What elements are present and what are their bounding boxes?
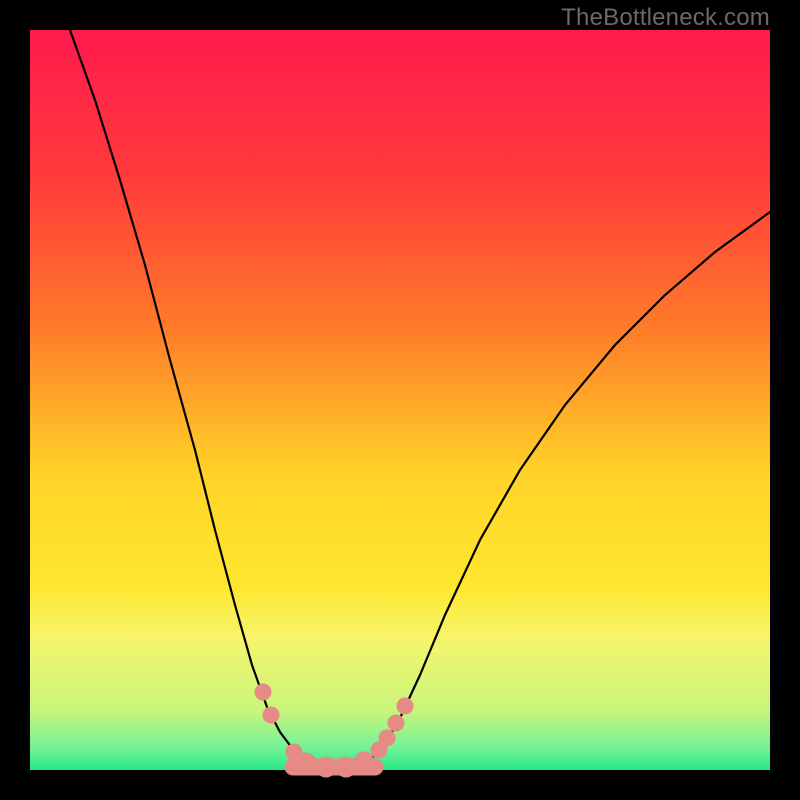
- curve-overlay: [0, 0, 800, 800]
- data-marker: [263, 707, 280, 724]
- curve-left-branch: [70, 30, 340, 768]
- data-marker: [397, 698, 414, 715]
- data-marker: [388, 715, 405, 732]
- data-marker: [379, 730, 396, 747]
- chart-container: TheBottleneck.com: [0, 0, 800, 800]
- curve-right-branch: [340, 212, 770, 768]
- data-marker: [255, 684, 272, 701]
